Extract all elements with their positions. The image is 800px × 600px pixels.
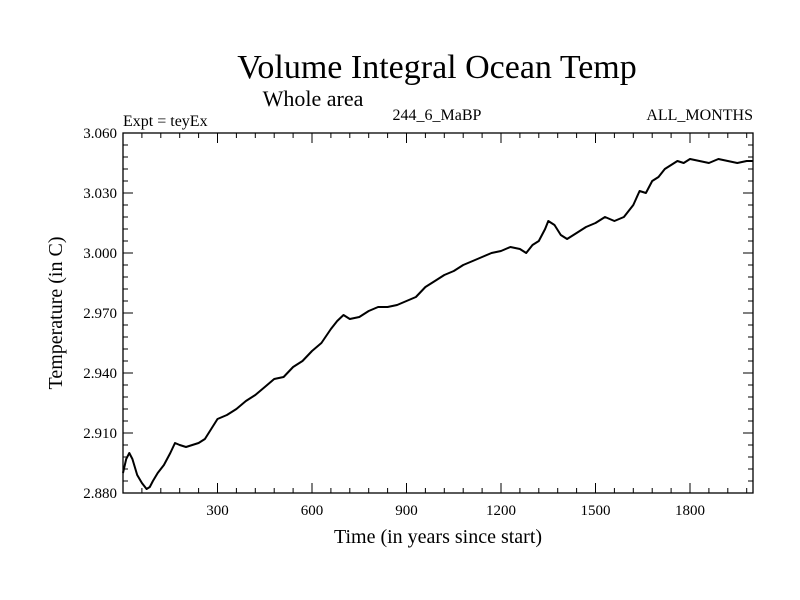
temperature-series-line — [122, 158, 753, 490]
x-tick-label: 900 — [395, 503, 418, 519]
x-tick-label: 1500 — [581, 503, 611, 519]
chart-title: Volume Integral Ocean Temp — [237, 49, 637, 86]
y-tick-label: 2.970 — [83, 306, 117, 322]
axis-tick-labels: 300 600 900 1200 1500 1800 2.880 2.910 2.940 2.97… — [83, 126, 705, 519]
chart-subtitle: Whole area — [263, 86, 364, 111]
x-tick-label: 600 — [301, 503, 324, 519]
y-tick-label: 3.060 — [83, 126, 117, 142]
x-tick-label: 300 — [206, 503, 229, 519]
period-label: 244_6_MaBP — [393, 107, 482, 124]
x-axis-label: Time (in years since start) — [334, 526, 542, 548]
y-tick-label: 2.880 — [83, 486, 117, 502]
months-label: ALL_MONTHS — [646, 107, 753, 124]
y-tick-label: 2.940 — [83, 366, 117, 382]
experiment-label: Expt = teyEx — [123, 113, 208, 130]
x-tick-label: 1200 — [486, 503, 516, 519]
y-tick-label: 2.910 — [83, 426, 117, 442]
plot-frame — [122, 132, 754, 494]
y-tick-label: 3.030 — [83, 186, 117, 202]
axis-ticks — [123, 132, 753, 494]
y-tick-label: 3.000 — [83, 246, 117, 262]
x-tick-label: 1800 — [675, 503, 705, 519]
y-axis-label: Temperature (in C) — [45, 237, 67, 390]
